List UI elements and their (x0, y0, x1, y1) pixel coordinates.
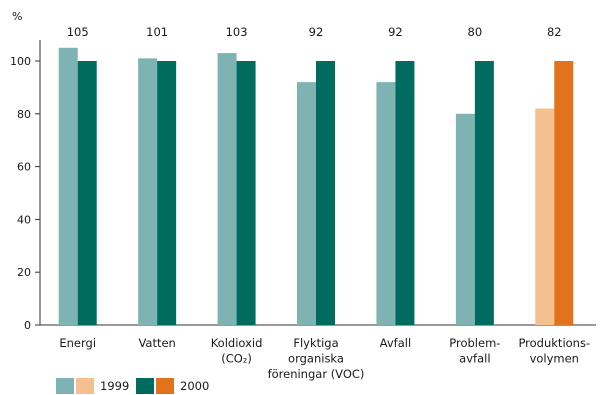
legend-label-1999: 1999 (100, 379, 129, 393)
category-label: Vatten (138, 336, 175, 350)
bar-2000 (474, 61, 494, 325)
y-tick-label: 20 (17, 266, 31, 279)
legend-swatch-2000-highlight (156, 378, 174, 394)
top-strip (0, 0, 605, 8)
value-label: 92 (388, 25, 403, 39)
value-labels: 105 101 103 92 92 80 82 (67, 25, 562, 39)
value-label: 80 (468, 25, 483, 39)
y-tick-label: 40 (17, 213, 31, 226)
bar-1999 (297, 82, 316, 326)
bar-1999 (217, 53, 237, 326)
legend-label-2000: 2000 (180, 379, 209, 393)
y-tick-label: 100 (10, 55, 31, 68)
category-label: Koldioxid (CO₂) (211, 336, 263, 366)
bar-2000 (77, 61, 97, 325)
bar-1999 (376, 82, 396, 326)
bar-2000 (236, 61, 256, 325)
value-label: 105 (67, 25, 89, 39)
y-tick-label: 0 (24, 319, 31, 332)
bar-1999 (138, 58, 158, 326)
bar-2000 (157, 61, 177, 325)
y-tick-label: 80 (17, 108, 31, 121)
y-unit-label: % (12, 10, 22, 23)
category-label: Produktions-volymen (518, 336, 590, 366)
bar-2000 (395, 61, 415, 325)
legend-swatch-1999 (56, 378, 74, 394)
category-labels: Energi Vatten Koldioxid (CO₂)Flyktiga organi… (59, 336, 590, 381)
y-axis: 0 20 40 60 80 100 (10, 40, 596, 332)
y-tick-label: 60 (17, 161, 31, 174)
legend-swatch-1999-highlight (76, 378, 94, 394)
legend-swatch-2000 (136, 378, 154, 394)
category-label: Avfall (380, 336, 412, 350)
bar-1999 (535, 108, 555, 326)
category-label: Flyktiga organiska föreningar (VOC) (268, 336, 365, 381)
bar-1999 (455, 113, 475, 325)
bar-2000 (554, 61, 574, 325)
bars (58, 47, 574, 326)
value-label: 92 (309, 25, 324, 39)
legend: 1999 2000 (56, 378, 209, 394)
value-label: 103 (226, 25, 248, 39)
bar-2000 (316, 61, 335, 325)
value-label: 101 (146, 25, 168, 39)
category-label: Problem-avfall (449, 336, 500, 366)
bar-1999 (58, 47, 78, 326)
value-label: 82 (547, 25, 562, 39)
category-label: Energi (59, 336, 96, 350)
